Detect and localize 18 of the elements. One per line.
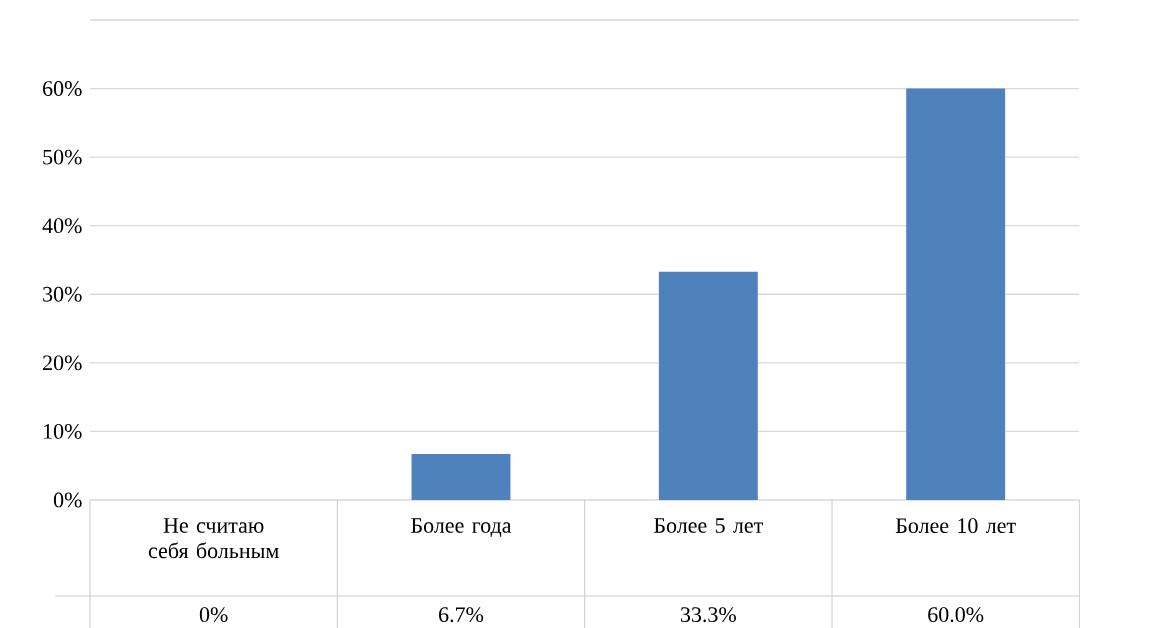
y-tick-label: 20% <box>43 355 82 371</box>
y-tick-label: 40% <box>42 218 82 234</box>
data-label: 6.7% <box>439 607 484 623</box>
y-tick-label: 50% <box>43 149 82 165</box>
x-tick-label: Не считаю себя больным <box>148 518 279 559</box>
bar <box>906 88 1006 500</box>
x-tick-label: Более 5 лет <box>654 518 763 533</box>
y-tick-label: 30% <box>43 286 82 302</box>
x-tick-label: Более 10 лет <box>895 518 1016 534</box>
bar <box>658 271 758 500</box>
data-label: 33.3% <box>680 607 736 623</box>
y-tick-label: 10% <box>44 423 82 439</box>
y-tick-label: 60% <box>43 81 82 97</box>
bar <box>411 454 511 500</box>
y-tick-label: 0% <box>53 492 82 508</box>
data-label: 0% <box>199 607 228 623</box>
data-label: 60.0% <box>928 607 984 623</box>
x-tick-label: Более года <box>411 518 512 537</box>
